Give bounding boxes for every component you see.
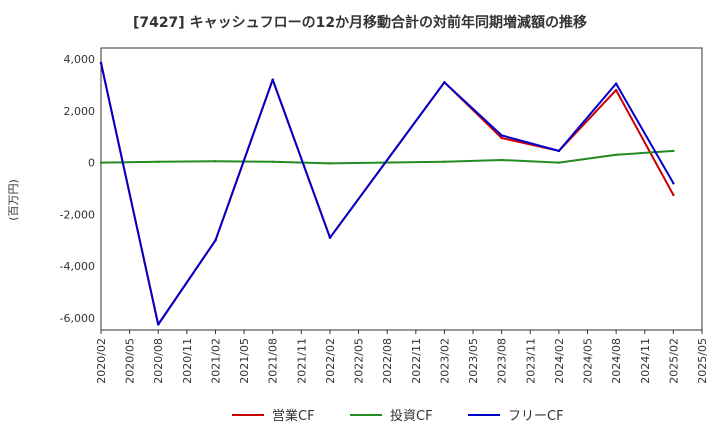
x-tick-label: 2025/02 [667,338,680,384]
data-point [214,239,217,242]
y-tick-label: 0 [88,157,95,170]
y-tick-label: -4,000 [60,260,95,273]
x-tick-label: 2021/08 [267,338,280,384]
data-point [500,136,503,140]
data-point [271,160,274,164]
data-point [614,82,618,85]
data-point [271,78,274,81]
x-tick-label: 2022/05 [353,338,366,384]
x-tick-label: 2022/08 [381,338,394,384]
data-point [99,161,103,164]
data-point [214,160,217,163]
plot-area [100,47,703,331]
data-point [99,61,103,65]
x-tick-label: 2021/02 [209,338,222,384]
y-tick-label: -6,000 [60,312,95,325]
series-line-2 [100,149,674,165]
y-tick-label: 4,000 [64,53,96,66]
data-point [500,158,503,162]
data-point [443,81,446,84]
y-tick-label: -2,000 [60,208,95,221]
data-point [614,88,618,92]
y-axis-label: (百万円) [7,179,20,221]
x-tick-label: 2020/02 [95,338,108,384]
x-tick-label: 2023/11 [524,338,537,384]
data-point [614,153,618,157]
legend-item-2: 投資CF [350,408,433,424]
data-point [157,323,160,326]
x-tick-label: 2022/11 [410,338,423,384]
data-point [328,236,332,239]
x-tick-label: 2023/02 [438,338,451,384]
x-tick-label: 2021/05 [238,338,251,384]
x-tick-label: 2023/05 [467,338,480,384]
series-lines [99,61,675,326]
x-tick-label: 2020/05 [124,338,137,384]
x-tick-label: 2025/05 [696,338,709,384]
x-tick-label: 2021/11 [295,338,308,384]
legend-item-1: 営業CF [232,408,315,424]
legend-label: 投資CF [390,408,433,424]
data-point [672,149,675,153]
x-tick-label: 2020/11 [181,338,194,384]
x-tick-label: 2024/02 [553,338,566,384]
series-line-3 [100,62,675,326]
data-point [672,193,675,197]
x-tick-label: 2024/11 [639,338,652,384]
x-tick-label: 2023/08 [496,338,509,384]
chart-title: [7427] キャッシュフローの12か月移動合計の対前年同期増減額の推移 [133,14,587,31]
data-point [557,149,561,153]
x-tick-label: 2024/08 [610,338,623,384]
data-point [328,162,332,165]
legend: 営業CF 投資CF フリーCF [232,408,564,424]
legend-label: フリーCF [508,409,564,424]
x-tick-label: 2020/08 [152,338,165,384]
data-point [443,160,446,164]
data-point [500,134,503,137]
legend-item-3: フリーCF [468,409,564,424]
x-tick-label: 2022/02 [324,338,337,384]
data-point [157,160,160,164]
data-point [557,161,561,164]
y-tick-label: 2,000 [64,105,96,118]
data-point [672,182,675,185]
x-tick-label: 2024/05 [582,338,595,384]
legend-label: 営業CF [272,408,315,424]
